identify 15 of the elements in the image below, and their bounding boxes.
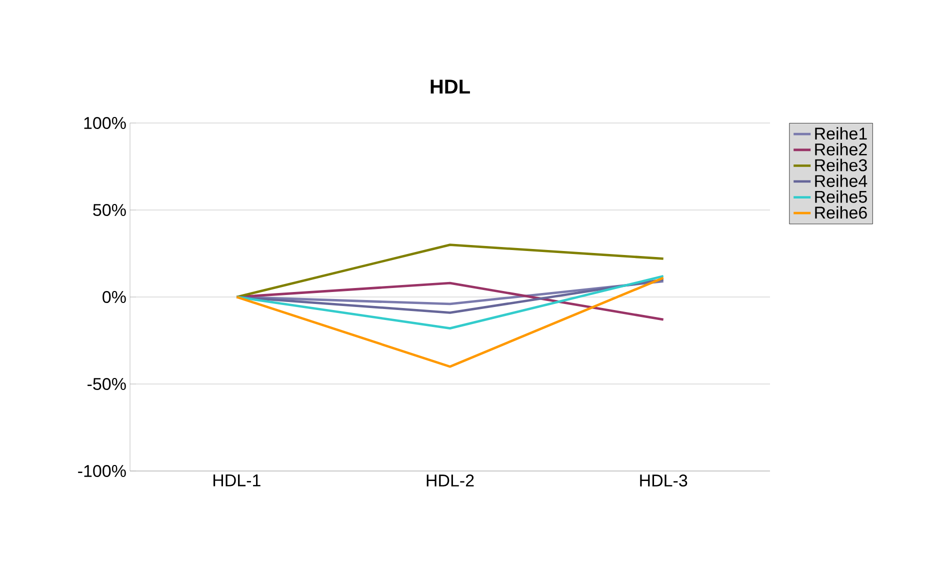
legend-label: Reihe6 [815,206,867,219]
y-tick-label: -50% [88,378,126,390]
legend-label: Reihe5 [815,190,867,203]
x-tick-label: HDL-1 [213,474,260,486]
y-tick-label: 100% [84,116,126,130]
legend-label: Reihe4 [815,174,868,188]
legend-label: Reihe1 [815,127,867,140]
legend-label: Reihe3 [815,158,867,172]
x-tick-label: HDL-3 [640,474,688,487]
x-tick-label: HDL-2 [426,474,474,486]
legend-label: Reihe2 [815,142,867,156]
y-tick-label: 50% [93,204,126,216]
y-tick-label: 0% [102,290,126,304]
chart-title: HDL [430,80,470,94]
y-tick-label: -100% [78,464,126,478]
